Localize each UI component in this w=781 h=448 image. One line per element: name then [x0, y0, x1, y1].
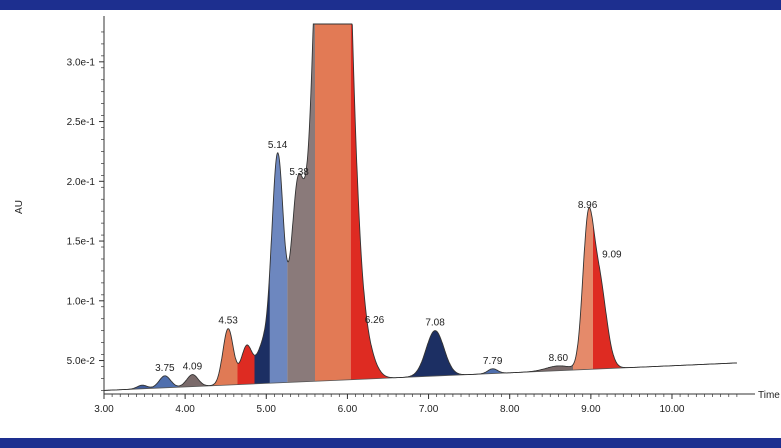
peak-area-unlabeled-5	[254, 268, 270, 384]
peak-area-4.53	[210, 328, 238, 386]
peak-label-5.14: 5.14	[268, 140, 288, 151]
chromatogram-chart: 5.0e-2 1.0e-1 1.5e-1 2.0e-1 2.5e-1 3.0e-1 3.00…	[14, 16, 780, 415]
x-tick-label: 9.00	[581, 404, 601, 415]
peak-area-5.38	[287, 24, 315, 383]
y-tick-label: 1.0e-1	[67, 296, 96, 307]
peak-labels-layer: 3.75 4.09 4.53 5.14 5.38 6.26 7.08 7.79 8.60 8.96…	[155, 140, 622, 374]
x-axis-title: Time	[758, 390, 780, 401]
x-tick-label: 8.00	[500, 404, 520, 415]
peak-area-3.75	[153, 375, 179, 389]
peak-label-5.38: 5.38	[289, 167, 309, 178]
axes-layer	[103, 16, 755, 395]
x-tick-label: 4.00	[175, 404, 195, 415]
peak-area-9.09	[592, 222, 643, 370]
peak-area-7.08	[401, 330, 464, 378]
x-tick-label: 7.00	[419, 404, 439, 415]
signal-trace	[104, 23, 738, 391]
y-tick-label: 5.0e-2	[67, 356, 96, 367]
peak-label-4.53: 4.53	[218, 316, 238, 327]
x-tick-label: 3.00	[94, 404, 114, 415]
y-tick-label: 1.5e-1	[67, 237, 96, 248]
peak-label-8.96: 8.96	[578, 200, 598, 211]
peak-label-3.75: 3.75	[155, 363, 175, 374]
peak-label-7.79: 7.79	[483, 356, 503, 367]
signal-trace-layer	[104, 23, 738, 391]
peak-area-layer	[103, 24, 737, 391]
y-axis-title: AU	[14, 200, 25, 214]
peak-area-5.14	[269, 152, 288, 384]
peak-label-7.08: 7.08	[425, 318, 445, 329]
x-tick-label: 10.00	[659, 404, 684, 415]
y-tick-label: 3.0e-1	[67, 57, 96, 68]
x-tick-label: 5.00	[257, 404, 277, 415]
peak-label-4.09: 4.09	[183, 362, 203, 373]
y-tick-label: 2.5e-1	[67, 117, 96, 128]
peak-area-7.79	[463, 368, 526, 375]
top-border-bar	[0, 0, 781, 10]
peak-area-unlabeled-8	[315, 24, 351, 382]
peak-label-9.09: 9.09	[602, 250, 622, 261]
ticks-layer: 5.0e-2 1.0e-1 1.5e-1 2.0e-1 2.5e-1 3.0e-1 3.00…	[67, 31, 738, 415]
peak-label-8.60: 8.60	[549, 353, 569, 364]
peak-area-unlabeled-4	[237, 345, 255, 385]
peak-label-6.26: 6.26	[365, 315, 385, 326]
bottom-border-bar	[0, 438, 781, 448]
y-tick-label: 2.0e-1	[67, 177, 96, 188]
peak-area-8.96	[573, 207, 593, 371]
x-tick-label: 6.00	[338, 404, 358, 415]
